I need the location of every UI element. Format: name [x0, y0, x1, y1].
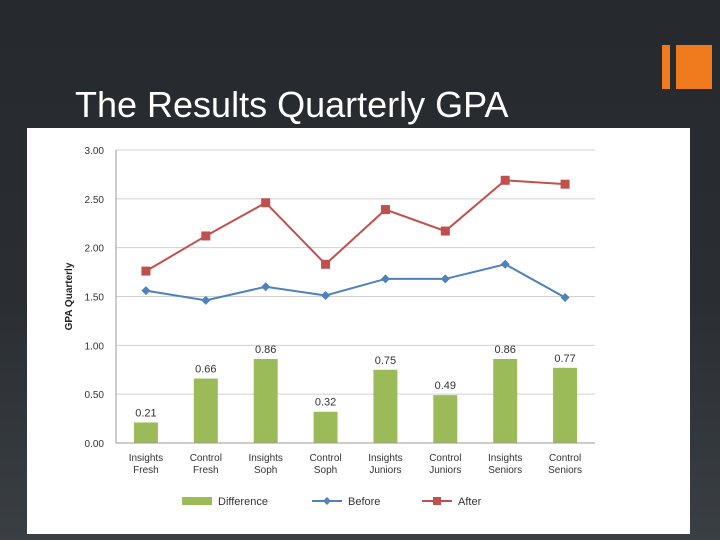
before-point — [561, 293, 570, 302]
before-point — [321, 291, 330, 300]
legend-label-difference: Difference — [218, 496, 268, 508]
after-point — [561, 180, 570, 189]
x-tick-label-line: Control — [190, 453, 222, 464]
x-tick-label-line: Fresh — [133, 465, 159, 476]
before-point — [201, 296, 210, 305]
before-point — [261, 282, 270, 291]
y-tick-label: 0.00 — [85, 439, 105, 450]
before-point — [501, 260, 510, 269]
x-tick-label-line: Control — [429, 453, 461, 464]
x-tick-label: ControlJuniors — [429, 453, 461, 476]
legend-label-after: After — [458, 496, 482, 508]
x-tick-label: InsightsSeniors — [488, 453, 522, 476]
difference-bar — [314, 412, 338, 443]
difference-bar — [134, 422, 158, 443]
after-point — [441, 227, 450, 236]
series-lines — [141, 176, 569, 305]
before-point — [141, 286, 150, 295]
gpa-chart: 0.21 0.66 0.86 0.32 0.75 0.49 0.86 0.77 0.00 0.5… — [27, 128, 690, 534]
x-tick-label-line: Insights — [368, 453, 402, 464]
after-point — [381, 205, 390, 214]
difference-data-label: 0.49 — [435, 380, 456, 392]
difference-bar — [194, 379, 218, 443]
legend-label-before: Before — [348, 496, 380, 508]
y-tick-label: 3.00 — [85, 146, 105, 157]
before-point — [441, 274, 450, 283]
x-tick-label-line: Control — [549, 453, 581, 464]
difference-data-label: 0.86 — [494, 344, 515, 356]
x-tick-label-line: Soph — [314, 465, 337, 476]
x-tick-label: InsightsSoph — [248, 453, 282, 476]
before-point — [381, 274, 390, 283]
x-tick-label-line: Insights — [248, 453, 282, 464]
chart-panel: 0.21 0.66 0.86 0.32 0.75 0.49 0.86 0.77 0.00 0.5… — [27, 128, 690, 534]
difference-data-label: 0.77 — [554, 353, 575, 365]
after-line — [146, 180, 565, 271]
difference-bar — [254, 359, 278, 443]
after-point — [321, 260, 330, 269]
difference-bar — [553, 368, 577, 443]
accent-square-decoration — [676, 45, 712, 89]
difference-data-label: 0.21 — [135, 407, 156, 419]
y-tick-label: 0.50 — [85, 390, 105, 401]
difference-data-label: 0.66 — [195, 364, 216, 376]
y-tick-label: 2.50 — [85, 195, 105, 206]
difference-data-label: 0.32 — [315, 397, 336, 409]
x-tick-label-line: Control — [309, 453, 341, 464]
x-tick-label-line: Soph — [254, 465, 277, 476]
after-point — [141, 267, 150, 276]
difference-bar — [373, 370, 397, 443]
legend-marker-before — [323, 497, 331, 505]
x-tick-label: InsightsFresh — [129, 453, 163, 476]
x-tick-label-line: Fresh — [193, 465, 219, 476]
x-tick-label-line: Insights — [488, 453, 522, 464]
y-axis-title: GPA Quarterly — [64, 262, 75, 330]
x-tick-label: InsightsJuniors — [368, 453, 402, 476]
difference-bar — [493, 359, 517, 443]
after-point — [201, 231, 210, 240]
after-point — [501, 176, 510, 185]
x-tick-label: ControlSoph — [309, 453, 341, 476]
x-tick-label-line: Seniors — [488, 465, 522, 476]
after-point — [261, 198, 270, 207]
x-tick-label-line: Insights — [129, 453, 163, 464]
difference-data-label: 0.86 — [255, 344, 276, 356]
difference-data-label: 0.75 — [375, 355, 396, 367]
difference-bar — [433, 395, 457, 443]
x-tick-label: ControlFresh — [190, 453, 222, 476]
legend: Difference Before After — [182, 496, 482, 508]
accent-bar-decoration — [662, 45, 670, 89]
legend-swatch-difference — [182, 497, 212, 505]
before-line — [146, 264, 565, 300]
x-tick-label-line: Juniors — [429, 465, 461, 476]
legend-marker-after — [433, 497, 441, 505]
x-tick-label-line: Seniors — [548, 465, 582, 476]
y-tick-label: 2.00 — [85, 244, 105, 255]
y-tick-label: 1.50 — [85, 293, 105, 304]
x-tick-label: ControlSeniors — [548, 453, 582, 476]
y-tick-label: 1.00 — [85, 341, 105, 352]
x-tick-label-line: Juniors — [369, 465, 401, 476]
slide-title: The Results Quarterly GPA — [75, 82, 508, 128]
